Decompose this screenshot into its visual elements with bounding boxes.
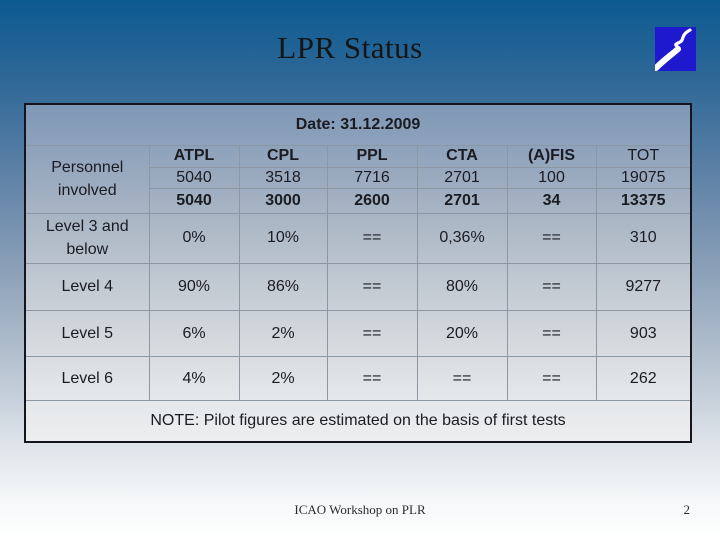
table-cell: == (416, 356, 508, 402)
table-cell: 262 (595, 356, 692, 402)
column-header-row: Personnel involved ATPL CPL PPL CTA (A)F… (24, 144, 692, 214)
table-cell: 4% (148, 356, 240, 402)
table-cell: 0,36% (416, 212, 508, 264)
table-cell: 3518 (238, 167, 328, 190)
table-cell: == (326, 356, 418, 402)
table-cell: 5040 (148, 188, 240, 214)
table-cell: 2701 (416, 167, 508, 190)
column-header-tot: TOT (595, 144, 692, 169)
table-cell: 9277 (595, 262, 692, 311)
page-title: LPR Status (277, 30, 423, 65)
column-header-afis: (A)FIS (506, 144, 597, 169)
table-cell: 903 (595, 309, 692, 358)
table-cell: 19075 (595, 167, 692, 190)
table-cell: 3000 (238, 188, 328, 214)
level-3-row: Level 3 and below 0% 10% == 0,36% == 310 (24, 212, 692, 264)
table-cell: == (326, 262, 418, 311)
level-row-label: Level 5 (24, 309, 150, 358)
table-cell: 6% (148, 309, 240, 358)
note-cell: NOTE: Pilot figures are estimated on the… (24, 400, 692, 443)
table-cell: 2% (238, 309, 328, 358)
page-number: 2 (683, 502, 691, 517)
table-cell: 7716 (326, 167, 418, 190)
table-cell: 2600 (326, 188, 418, 214)
level-row-label: Level 6 (24, 356, 150, 402)
column-header-atpl: ATPL (148, 144, 240, 169)
personnel-row-2: 5040 3000 2600 2701 34 13375 (25, 188, 692, 214)
personnel-row-1: 5040 3518 7716 2701 100 19075 (25, 167, 692, 190)
note-row: NOTE: Pilot figures are estimated on the… (24, 400, 692, 443)
column-header-cpl: CPL (238, 144, 328, 169)
organization-logo (655, 27, 696, 71)
table-cell: 90% (148, 262, 240, 311)
level-6-row: Level 6 4% 2% == == == 262 (24, 356, 692, 402)
table-cell: == (506, 262, 597, 311)
table-cell: 0% (148, 212, 240, 264)
date-row: Date: 31.12.2009 (24, 103, 692, 146)
table-cell: == (506, 309, 597, 358)
table-cell: 80% (416, 262, 508, 311)
table-cell: 86% (238, 262, 328, 311)
lpr-status-table: Date: 31.12.2009 Personnel involved ATPL… (24, 103, 693, 443)
personnel-label-cell: Personnel involved (24, 144, 150, 214)
level-row-label: Level 4 (24, 262, 150, 311)
column-header-cta: CTA (416, 144, 508, 169)
level-5-row: Level 5 6% 2% == 20% == 903 (24, 309, 692, 358)
table-cell: 20% (416, 309, 508, 358)
lpr-status-table-wrap: Date: 31.12.2009 Personnel involved ATPL… (24, 103, 693, 443)
table-cell: == (326, 309, 418, 358)
level-4-row: Level 4 90% 86% == 80% == 9277 (24, 262, 692, 311)
table-cell: 100 (506, 167, 597, 190)
column-header-ppl: PPL (326, 144, 418, 169)
table-cell: 13375 (595, 188, 692, 214)
footer-title: ICAO Workshop on PLR (294, 502, 426, 517)
table-cell: 2% (238, 356, 328, 402)
level-row-label: Level 3 and below (24, 212, 150, 264)
table-cell: == (506, 356, 597, 402)
table-cell: 5040 (148, 167, 240, 190)
white-swoosh-icon (655, 28, 692, 71)
date-cell: Date: 31.12.2009 (24, 103, 692, 146)
table-cell: 34 (506, 188, 597, 214)
table-cell: 2701 (416, 188, 508, 214)
table-cell: 10% (238, 212, 328, 264)
table-cell: == (326, 212, 418, 264)
table-cell: == (506, 212, 597, 264)
table-cell: 310 (595, 212, 692, 264)
